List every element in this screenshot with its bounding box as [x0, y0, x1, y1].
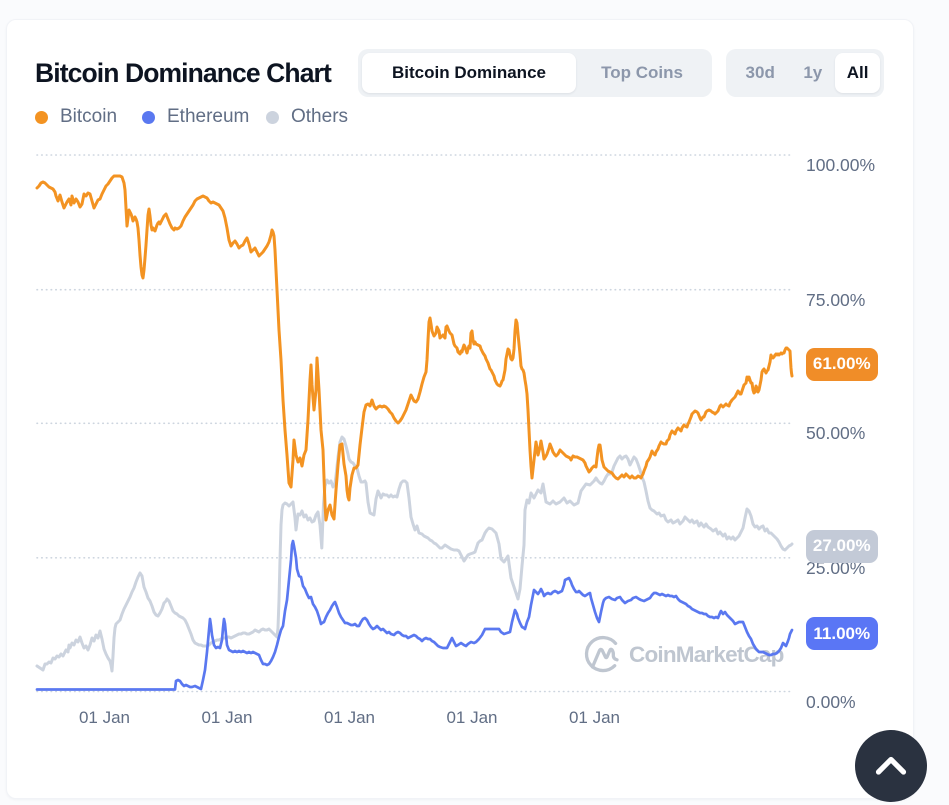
svg-text:CoinMarketCap: CoinMarketCap [629, 642, 784, 667]
